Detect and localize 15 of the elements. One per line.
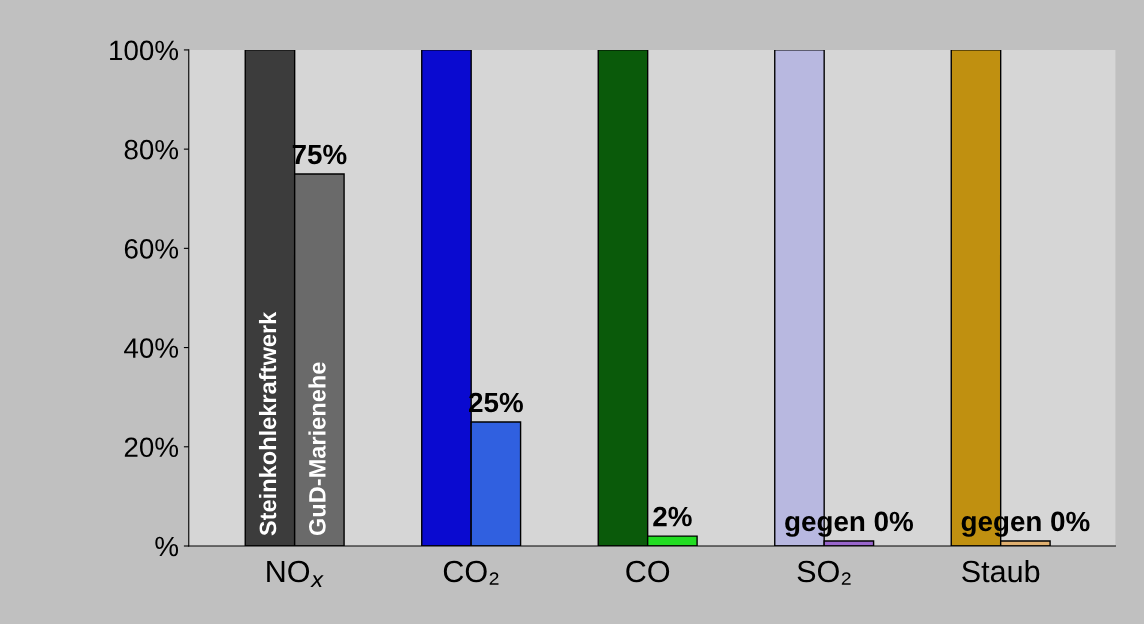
- x-tick-label: Staub: [962, 559, 1040, 583]
- data-label: gegen 0%: [961, 511, 1090, 537]
- x-tick-label: SO₂: [797, 560, 851, 585]
- y-tick-label: 40%: [124, 338, 179, 358]
- x-tick-label: NO$_{x}$: [267, 560, 324, 587]
- x-tick-label: CO₂: [443, 560, 499, 585]
- x-tick-label: CO: [626, 560, 670, 583]
- y-tick-label: 80%: [124, 139, 179, 160]
- series-label: Steinkohlekraftwerk: [258, 311, 277, 536]
- y-tick-label: 20%: [124, 437, 179, 458]
- series-label: GuD-Marienehe: [308, 362, 326, 536]
- y-tick-label: 100%: [110, 40, 179, 61]
- y-tick-label: %: [155, 536, 179, 557]
- data-label: 2%: [653, 506, 692, 527]
- y-tick-label: 60%: [124, 239, 179, 259]
